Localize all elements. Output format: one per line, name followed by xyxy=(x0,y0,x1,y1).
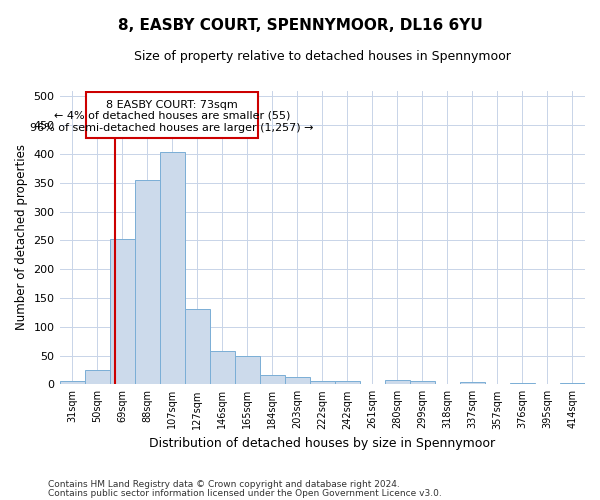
Text: Contains HM Land Registry data © Crown copyright and database right 2024.: Contains HM Land Registry data © Crown c… xyxy=(48,480,400,489)
Bar xyxy=(410,381,435,384)
X-axis label: Distribution of detached houses by size in Spennymoor: Distribution of detached houses by size … xyxy=(149,437,496,450)
Bar xyxy=(59,381,85,384)
Bar xyxy=(185,310,209,384)
Title: Size of property relative to detached houses in Spennymoor: Size of property relative to detached ho… xyxy=(134,50,511,63)
Bar xyxy=(235,356,260,384)
Bar xyxy=(85,370,110,384)
Bar xyxy=(335,382,360,384)
Text: 8, EASBY COURT, SPENNYMOOR, DL16 6YU: 8, EASBY COURT, SPENNYMOOR, DL16 6YU xyxy=(118,18,482,32)
Bar xyxy=(385,380,410,384)
Text: ← 4% of detached houses are smaller (55): ← 4% of detached houses are smaller (55) xyxy=(54,110,290,120)
Text: 8 EASBY COURT: 73sqm: 8 EASBY COURT: 73sqm xyxy=(106,100,238,110)
Bar xyxy=(110,238,134,384)
Bar xyxy=(310,381,335,384)
Bar xyxy=(134,180,160,384)
Bar xyxy=(209,352,235,384)
Bar xyxy=(510,382,535,384)
Y-axis label: Number of detached properties: Number of detached properties xyxy=(15,144,28,330)
Text: 96% of semi-detached houses are larger (1,257) →: 96% of semi-detached houses are larger (… xyxy=(31,122,314,132)
Bar xyxy=(86,92,259,138)
Bar xyxy=(460,382,485,384)
Bar xyxy=(160,152,185,384)
Bar xyxy=(560,382,585,384)
Bar xyxy=(285,377,310,384)
Text: Contains public sector information licensed under the Open Government Licence v3: Contains public sector information licen… xyxy=(48,488,442,498)
Bar xyxy=(260,374,285,384)
